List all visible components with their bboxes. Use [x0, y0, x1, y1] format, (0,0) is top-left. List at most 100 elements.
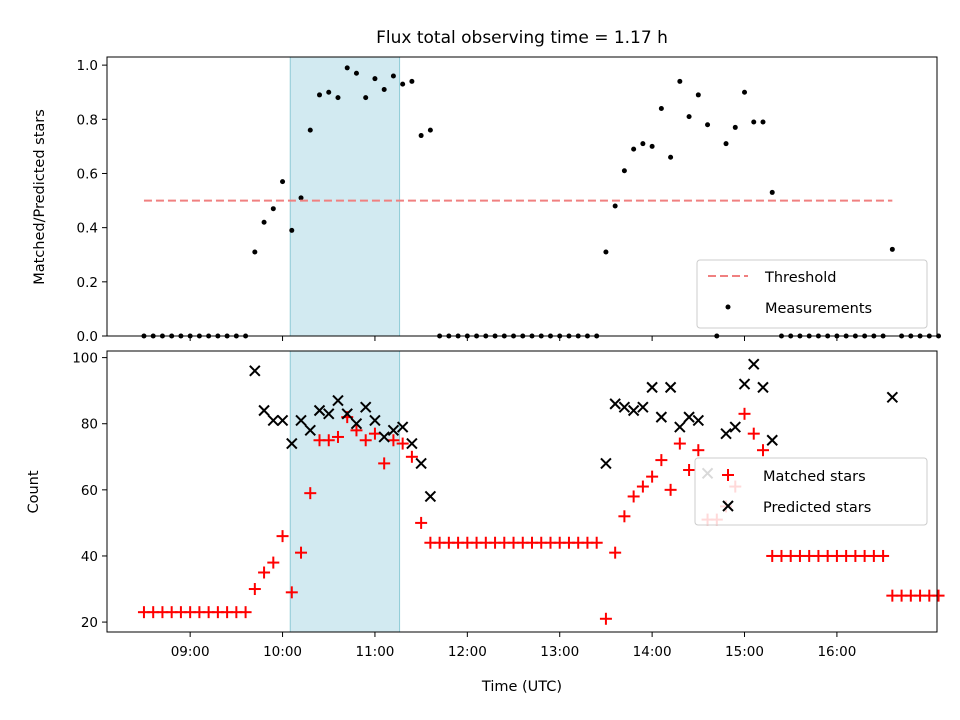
measurement-point [705, 122, 711, 128]
y-tick-label: 0.6 [77, 166, 98, 182]
predicted-point [387, 424, 400, 437]
bottom-panel: 20 40 60 80 100 09:00 10:00 11:00 12:00 13:00 14:… [26, 350, 945, 695]
predicted-point [748, 358, 760, 370]
x-tick-label: 10:00 [263, 644, 302, 660]
measurement-point [409, 78, 415, 84]
x-tick-label: 14:00 [633, 644, 672, 660]
measurement-point [658, 105, 664, 111]
predicted-point [683, 411, 695, 423]
predicted-point [295, 414, 307, 427]
matched-point [368, 427, 381, 440]
measurement-point [270, 206, 276, 212]
predicted-point [341, 408, 353, 420]
matched-point [692, 444, 705, 457]
y-tick-label: 1.0 [77, 58, 98, 74]
measurement-point [427, 127, 433, 133]
predicted-point [258, 404, 270, 417]
matched-point [618, 510, 631, 523]
matched-point [396, 437, 409, 450]
measurement-point [335, 95, 341, 101]
bottom-legend-box [694, 457, 928, 526]
top-plot-frame [106, 56, 938, 337]
predicted-point [396, 421, 409, 433]
predicted-point [350, 418, 363, 430]
measurement-point [751, 119, 757, 125]
matched-point [747, 427, 760, 440]
matched-point [664, 483, 677, 496]
top-panel: Flux total observing time = 1.17 h 0.0 0.… [32, 28, 942, 345]
measurement-point [742, 89, 748, 95]
x-tick-label: 09:00 [171, 644, 210, 660]
measurement-point [889, 246, 895, 252]
legend-measurements-label: Measurements [765, 301, 872, 317]
predicted-point [655, 411, 668, 423]
matched-point [350, 424, 363, 437]
bottom-y-axis-label: Count [26, 470, 42, 513]
y-tick-label: 60 [81, 483, 98, 499]
legend-predicted-swatch [722, 500, 734, 512]
matched-point [304, 487, 317, 500]
measurement-point [317, 92, 323, 98]
measurement-point [363, 95, 369, 101]
matched-point [655, 454, 668, 467]
y-tick-label: 0.4 [77, 221, 98, 237]
measurement-point [418, 133, 424, 139]
predicted-point [674, 421, 686, 433]
bottom-legend: Matched stars Predicted stars [694, 457, 928, 526]
matched-point [239, 606, 252, 619]
matched-point [599, 612, 612, 625]
legend-matched-label: Matched stars [763, 469, 866, 485]
predicted-point [729, 421, 741, 433]
predicted-point [313, 404, 326, 417]
x-tick-label: 12:00 [448, 644, 487, 660]
x-tick-label: 15:00 [725, 644, 764, 660]
top-y-axis-label: Matched/Predicted stars [32, 109, 48, 285]
measurement-point [640, 141, 646, 147]
matched-point [590, 536, 603, 549]
matched-point [415, 516, 428, 529]
chart-title: Flux total observing time = 1.17 h [376, 28, 668, 48]
measurement-point [280, 179, 286, 185]
y-tick-label: 40 [81, 549, 98, 565]
y-tick-label: 0.8 [77, 112, 98, 128]
legend-matched-swatch [722, 469, 734, 481]
measurement-point [353, 70, 359, 76]
top-y-axis: 0.0 0.2 0.4 0.6 0.8 1.0 [77, 58, 107, 345]
predicted-point [286, 437, 298, 450]
matched-point [636, 480, 649, 493]
predicted-point [618, 401, 631, 413]
y-tick-label: 0.0 [77, 329, 98, 345]
measurement-point [400, 81, 406, 87]
measurement-point [732, 124, 738, 130]
y-tick-label: 20 [81, 615, 98, 631]
matched-point [405, 450, 418, 463]
top-legend-box [696, 259, 928, 329]
matched-point [331, 430, 344, 443]
measurement-point [769, 189, 775, 195]
matched-point [756, 444, 769, 457]
predicted-point [886, 391, 899, 403]
measurement-point [723, 141, 729, 147]
bottom-series-group [137, 358, 945, 625]
measurement-point [381, 87, 387, 93]
measurement-point [289, 227, 295, 233]
matched-point [627, 490, 640, 503]
measurement-point [390, 73, 396, 79]
predicted-point [646, 381, 658, 394]
measurement-point [261, 219, 267, 225]
matched-point [276, 530, 289, 543]
predicted-point [637, 401, 649, 413]
predicted-point [609, 398, 621, 410]
bottom-x-axis: 09:00 10:00 11:00 12:00 13:00 14:00 15:00 16:00 [171, 632, 856, 660]
matched-point [646, 470, 659, 483]
predicted-point [378, 431, 390, 443]
measurement-point [668, 154, 674, 160]
predicted-point [249, 365, 261, 377]
matched-point [267, 556, 280, 569]
matched-point [295, 546, 308, 559]
predicted-point [627, 404, 640, 417]
matched-point [322, 434, 335, 447]
measurement-point [307, 127, 313, 133]
predicted-point [766, 434, 778, 446]
